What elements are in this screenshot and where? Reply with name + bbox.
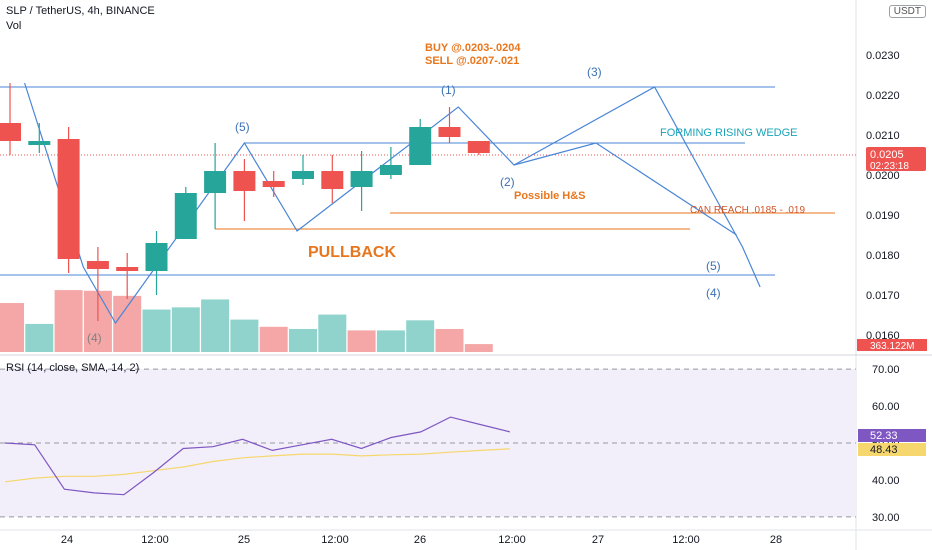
volume-bar [201, 299, 230, 352]
rsi-tick-label: 60.00 [872, 401, 900, 413]
candle-body [292, 171, 314, 179]
volume-bar [113, 295, 142, 352]
volume-bar [318, 314, 347, 352]
time-tick-label: 24 [61, 534, 73, 546]
elliott-wave-path [24, 82, 761, 325]
candle-body [467, 141, 490, 153]
volume-bar [289, 328, 317, 352]
rsi-pane: RSI (14, close, SMA, 14, 2) [0, 362, 856, 518]
wave-label: (5) [706, 259, 721, 273]
wedge-annotation: FORMING RISING WEDGE [660, 127, 798, 139]
candle-body [233, 171, 256, 191]
hs-annotation: Possible H&S [514, 190, 586, 202]
rsi-sma-badge [858, 443, 926, 456]
time-tick-label: 25 [238, 534, 250, 546]
candle-body [0, 123, 21, 141]
volume-bar [54, 290, 83, 352]
wave-label: (3) [587, 65, 602, 79]
rsi-value-badge [858, 429, 926, 442]
candle-body [350, 171, 373, 187]
currency-selector[interactable]: USDT [888, 5, 926, 18]
candle-body [409, 127, 432, 165]
rsi-sma-label: 48.43 [870, 444, 898, 456]
symbol-title: SLP / TetherUS, 4h, BINANCE [6, 5, 155, 17]
volume-bars [0, 290, 493, 352]
volume-bar [464, 344, 493, 352]
candle-body [28, 141, 51, 145]
candle-body [321, 171, 344, 189]
candle-body [86, 261, 109, 269]
candle-body [379, 165, 402, 175]
rsi-tick-label: 40.00 [872, 475, 900, 487]
rsi-tick-label: 70.00 [872, 364, 900, 376]
last-price-label: 0.0205 [870, 149, 904, 161]
candle-body [438, 127, 461, 137]
price-tick-label: 0.0200 [866, 170, 900, 182]
time-tick-label: 27 [592, 534, 604, 546]
price-tick-label: 0.0220 [866, 90, 900, 102]
pullback-annotation: PULLBACK [308, 244, 396, 261]
candle-body [116, 267, 139, 271]
price-tick-label: 0.0210 [866, 130, 900, 142]
time-tick-label: 26 [414, 534, 426, 546]
rsi-sma-line [4, 448, 510, 483]
volume-value-label: 363.122M [870, 341, 914, 352]
price-tick-label: 0.0190 [866, 210, 900, 222]
volume-legend-label: Vol [6, 20, 22, 32]
axes: 0.01600.01700.01800.01900.02000.02100.02… [61, 50, 927, 546]
volume-bar [25, 323, 54, 352]
countdown-label: 02:23:18 [870, 161, 909, 172]
volume-bar [230, 319, 259, 352]
last-price-badge [866, 147, 926, 171]
volume-bar [171, 307, 200, 352]
candles [0, 83, 490, 321]
target-annotation: CAN REACH .0185 - .019 [690, 205, 805, 216]
volume-bar [406, 320, 435, 352]
volume-value-badge [857, 339, 927, 351]
time-tick-label: 12:00 [141, 534, 169, 546]
wave-label: (1) [441, 83, 456, 97]
candle-body [57, 139, 80, 259]
time-tick-label: 12:00 [672, 534, 700, 546]
volume-bar [435, 328, 464, 352]
rsi-value-label: 52.33 [870, 430, 898, 442]
time-tick-label: 28 [770, 534, 782, 546]
candle-body [204, 171, 227, 193]
candle-body [145, 243, 168, 271]
time-tick-label: 12:00 [321, 534, 349, 546]
price-tick-label: 0.0230 [866, 50, 900, 62]
volume-bar [142, 309, 171, 352]
rsi-title: RSI (14, close, SMA, 14, 2) [6, 362, 139, 374]
price-tick-label: 0.0170 [866, 290, 900, 302]
hs-projection-path [513, 142, 737, 236]
rsi-line [4, 416, 511, 496]
candle-body [262, 181, 285, 187]
drawing-lines[interactable] [0, 82, 856, 325]
wave-label: (4) [87, 331, 102, 345]
rsi-tick-label: 30.00 [872, 512, 900, 524]
volume-bar [376, 330, 405, 352]
wave-label: (2) [500, 175, 515, 189]
price-tick-label: 0.0180 [866, 250, 900, 262]
volume-bar [347, 330, 376, 352]
wave-label: (4) [706, 286, 721, 300]
volume-bar [0, 303, 24, 352]
sell-annotation: SELL @.0207-.021 [425, 55, 519, 67]
candle-body [174, 193, 197, 239]
wave-label: (5) [235, 120, 250, 134]
buy-annotation: BUY @.0203-.0204 [425, 42, 521, 54]
volume-bar [259, 326, 288, 352]
time-tick-label: 12:00 [498, 534, 526, 546]
